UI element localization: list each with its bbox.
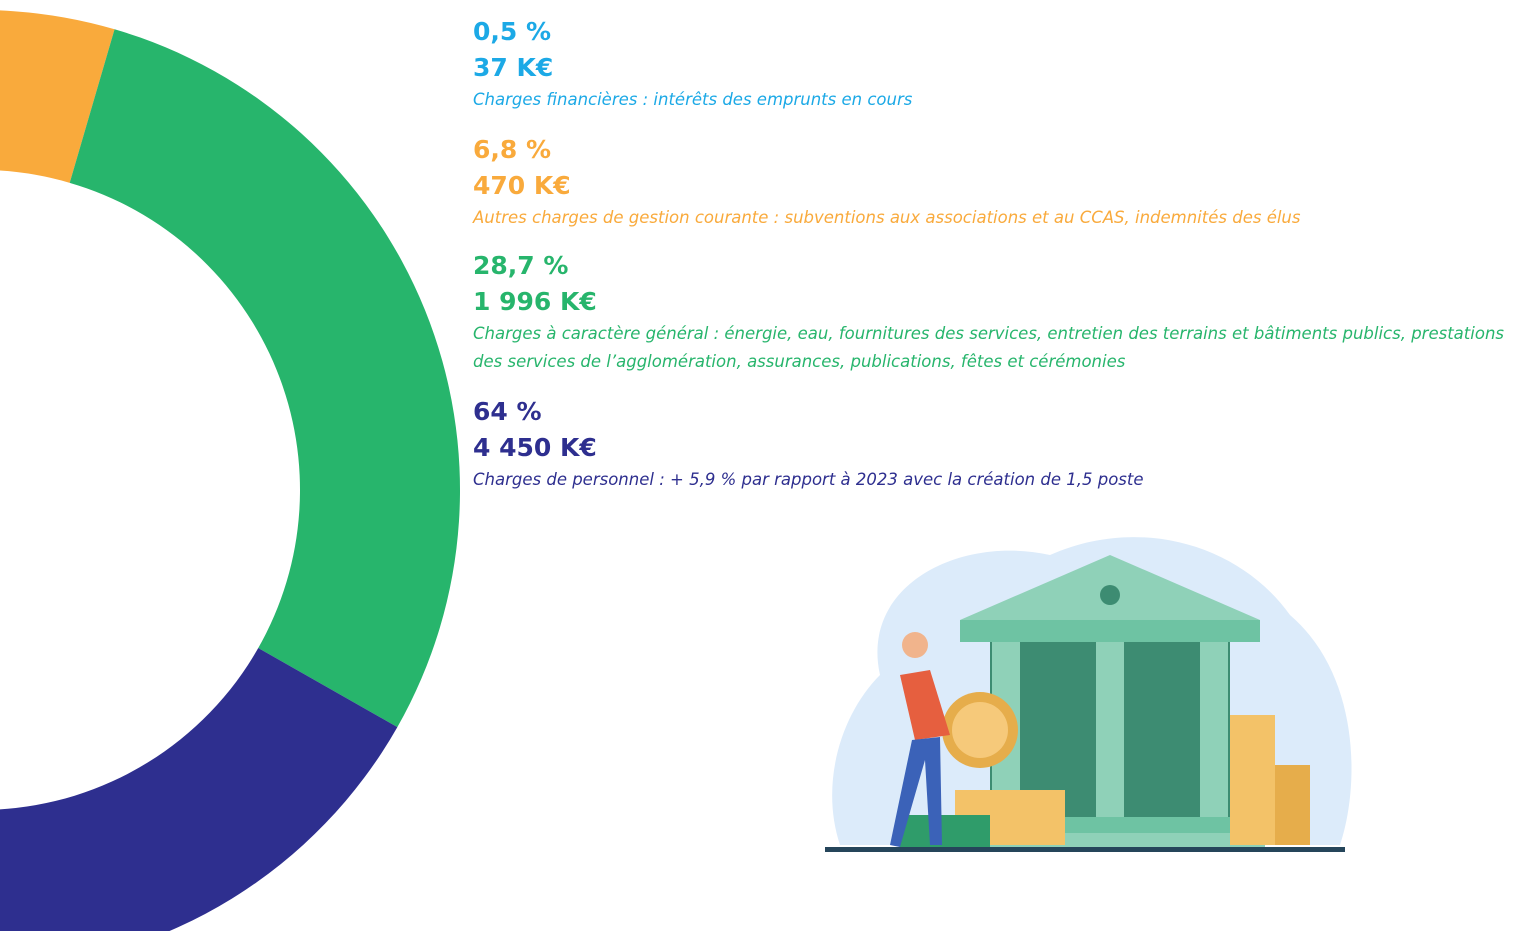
donut-segment (0, 10, 115, 183)
description: Charges financières : intérêts des empru… (473, 90, 913, 109)
amount-label: 37 K€ (473, 53, 554, 82)
donut-segment (69, 29, 461, 728)
amount-label: 4 450 K€ (473, 433, 597, 462)
percent-label: 0,5 % (473, 17, 552, 46)
legend-item: 64 % 4 450 K€ Charges de personnel : + 5,9… (473, 394, 1525, 494)
legend-item: 28,7 % 1 996 K€ Charges à caractère généra… (473, 248, 1525, 376)
amount-label: 470 K€ (473, 171, 571, 200)
percent-label: 64 % (473, 397, 542, 426)
amount-label: 1 996 K€ (473, 287, 597, 316)
bank-illustration (825, 537, 1352, 852)
legend-item: 0,5 % 37 K€ Charges financières : intérêts… (473, 14, 1525, 114)
donut-segment (0, 648, 398, 931)
description: Charges à caractère général : énergie, e… (473, 324, 1504, 371)
donut-chart (0, 10, 461, 931)
legend-item: 6,8 % 470 K€ Autres charges de gestion cou… (473, 132, 1525, 232)
percent-label: 28,7 % (473, 251, 569, 280)
description: Autres charges de gestion courante : sub… (473, 208, 1301, 227)
description: Charges de personnel : + 5,9 % par rappo… (473, 470, 1144, 489)
percent-label: 6,8 % (473, 135, 552, 164)
